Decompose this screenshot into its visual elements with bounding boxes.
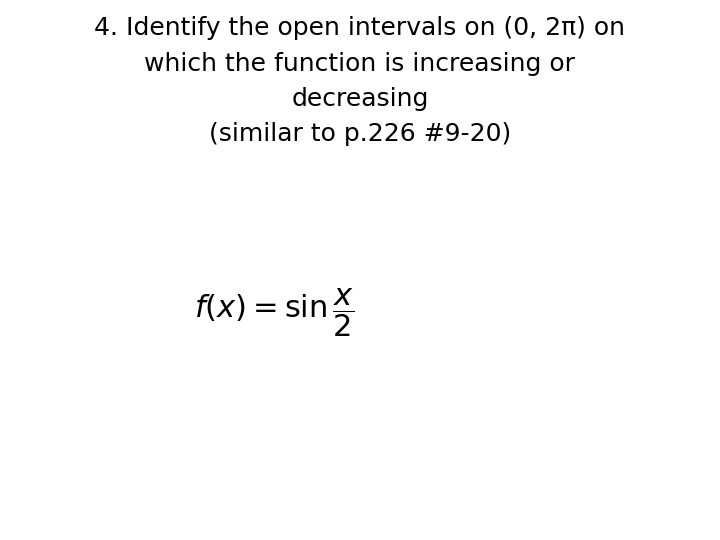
Text: $f(x) = \sin \dfrac{x}{2}$: $f(x) = \sin \dfrac{x}{2}$ (194, 287, 354, 340)
Text: 4. Identify the open intervals on (0, 2π) on
which the function is increasing or: 4. Identify the open intervals on (0, 2π… (94, 16, 626, 146)
